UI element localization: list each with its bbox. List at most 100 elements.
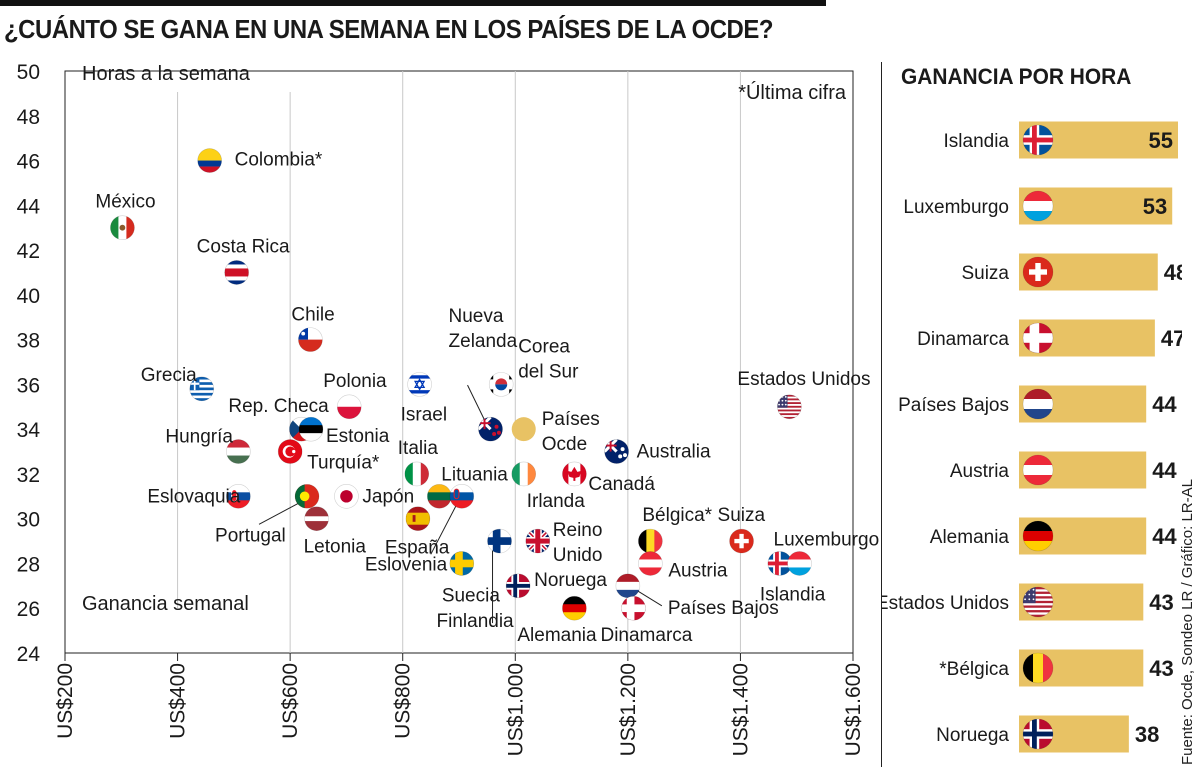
point-alemania (562, 596, 587, 621)
bar-label: Países Bajos (898, 395, 1009, 416)
point-label-austria: Austria (668, 560, 728, 581)
point-label-dinamarca: Dinamarca (600, 625, 692, 646)
bar-value: 44 (1152, 524, 1177, 549)
bar-value: 38 (1135, 722, 1159, 747)
point-letonia (304, 506, 329, 531)
x-tick-label: US$200 (54, 663, 77, 739)
y-tick-label: 42 (17, 240, 40, 263)
bar-flag-alemania (1023, 521, 1053, 551)
point-label-mexico: México (95, 192, 155, 213)
point-label-ocde: Países (542, 409, 600, 430)
y-tick-label: 36 (17, 374, 40, 397)
point-mexico (110, 215, 135, 240)
point-label-ocde: Ocde (542, 434, 587, 455)
bar-flag-suiza (1023, 257, 1053, 287)
point-polonia (337, 394, 362, 419)
point-israel (407, 372, 432, 397)
point-label-suiza: Suiza (718, 505, 766, 526)
point-label-italia: Italia (398, 438, 439, 459)
point-grecia (189, 376, 214, 401)
point-noruega (506, 573, 531, 598)
point-italia (404, 461, 429, 486)
x-tick-label: US$400 (167, 663, 190, 739)
y-tick-label: 46 (17, 151, 40, 174)
y-tick-label: 44 (17, 195, 41, 218)
point-turquia (278, 439, 303, 464)
y-tick-label: 30 (17, 509, 40, 532)
point-label-islandia: Islandia (760, 584, 826, 605)
point-label-eslovenia: Eslovenia (365, 554, 448, 575)
point-nuevazelanda (478, 417, 503, 442)
point-label-nuevazelanda: Zelanda (449, 331, 518, 352)
bar-value: 53 (1143, 194, 1167, 219)
bar-flag-eeuu (1023, 587, 1053, 617)
scatter-chart: US$200 US$400 US$600 US$800 US$1.000 US$1.200… (17, 61, 880, 756)
bar-value: 43 (1149, 656, 1173, 681)
x-tick-label: US$800 (392, 663, 415, 739)
point-colombia (197, 148, 222, 173)
bar-flag-islandia (1023, 125, 1053, 155)
point-lituania (427, 484, 452, 509)
point-austria (638, 551, 663, 576)
point-label-turquia: Turquía* (307, 453, 380, 474)
bar-label: *Bélgica (939, 659, 1009, 680)
x-tick-label: US$1.000 (504, 663, 527, 756)
x-axis-label: Ganancia semanal (82, 593, 249, 615)
point-estonia (298, 417, 323, 442)
bar-label: Dinamarca (917, 329, 1009, 350)
point-label-letonia: Letonia (304, 537, 367, 558)
point-label-lituania: Lituania (441, 464, 508, 485)
point-costarica (224, 260, 249, 285)
chart-title: ¿CUÁNTO SE GANA EN UNA SEMANA EN LOS PAÍ… (4, 14, 773, 44)
bar-label: Suiza (961, 263, 1009, 284)
point-espana (405, 506, 430, 531)
bar-flag-dinamarca (1023, 323, 1053, 353)
point-label-espana: España (385, 538, 450, 559)
bar-value: 43 (1149, 590, 1173, 615)
bar-flag-austria (1023, 455, 1053, 485)
point-label-nuevazelanda: Nueva (449, 306, 504, 327)
point-label-reinounido: Unido (553, 545, 603, 566)
x-tick-label: US$1.200 (617, 663, 640, 756)
point-eeuu (777, 394, 802, 419)
point-label-israel: Israel (401, 404, 447, 425)
bar-value: 55 (1149, 128, 1173, 153)
point-japon (334, 484, 359, 509)
point-label-grecia: Grecia (141, 365, 197, 386)
leader-line (635, 589, 663, 607)
point-suiza (729, 529, 754, 554)
point-label-belgica: Bélgica* (642, 505, 712, 526)
point-label-checa: Rep. Checa (228, 396, 329, 417)
bar-value: 48 (1164, 260, 1182, 285)
bar-label: Noruega (936, 725, 1009, 746)
bar-value: 44 (1152, 392, 1177, 417)
bar-label: Luxemburgo (903, 197, 1009, 218)
y-tick-label: 32 (17, 464, 40, 487)
point-label-eslovaquia: Eslovaquia (147, 486, 240, 507)
point-label-eeuu: Estados Unidos (737, 369, 870, 390)
y-tick-label: 34 (17, 419, 41, 442)
bar-value: 44 (1152, 458, 1177, 483)
bar-chart: Islandia 55 Luxemburgo 53 Suiza 48 Dinamarca 47… (882, 121, 1182, 753)
point-australia (604, 439, 629, 464)
point-label-alemania: Alemania (517, 625, 597, 646)
y-tick-label: 24 (17, 643, 41, 666)
leader-line (430, 502, 459, 555)
point-label-australia: Australia (637, 442, 711, 463)
y-tick-label: 28 (17, 553, 40, 576)
point-label-corea: Corea (518, 336, 570, 357)
note-label: *Última cifra (738, 81, 847, 104)
source-credit: Fuente: Ocde, Sondeo LR / Gráfico: LR-AL (1179, 479, 1196, 765)
x-tick-label: US$1.600 (842, 663, 865, 756)
point-label-noruega: Noruega (534, 570, 607, 591)
point-label-portugal: Portugal (215, 525, 286, 546)
point-eslovaquia (226, 484, 251, 509)
point-reinounido (525, 529, 550, 554)
bar-label: Islandia (944, 131, 1010, 152)
y-tick-label: 48 (17, 106, 40, 129)
point-label-polonia: Polonia (323, 371, 387, 392)
point-eslovenia (449, 484, 474, 509)
point-finlandia (487, 529, 512, 554)
point-label-estonia: Estonia (326, 426, 390, 447)
bar-label: Estados Unidos (882, 593, 1009, 614)
